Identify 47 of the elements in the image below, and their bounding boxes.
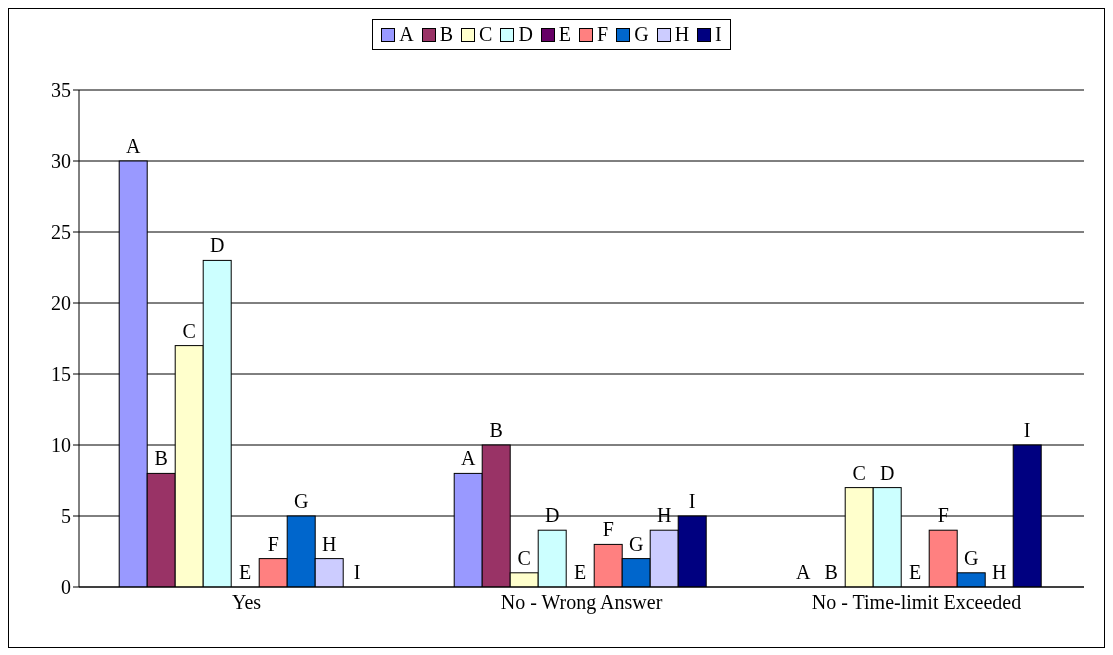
x-tick-label: No - Wrong Answer [500, 591, 663, 615]
legend-label: A [399, 23, 414, 46]
text: D [544, 504, 560, 527]
legend-label: I [715, 23, 722, 46]
y-tick-label: 25 [51, 221, 71, 244]
text: F [602, 518, 614, 541]
y-tick-label: 5 [61, 505, 71, 528]
x-tick-label: No - Time-limit Exceeded [811, 591, 1022, 614]
text: G [963, 546, 979, 569]
text: B [154, 447, 168, 470]
text: E [574, 561, 587, 583]
text: I [1023, 419, 1031, 441]
y-tick-label: 15 [51, 363, 71, 386]
text: D [209, 234, 225, 257]
text: B [489, 419, 503, 441]
text: H [991, 561, 1007, 583]
y-tick-label: 30 [51, 150, 71, 173]
legend-label: B [439, 23, 454, 46]
legend-label: C [479, 23, 493, 46]
text: H [656, 504, 672, 527]
text: E [239, 561, 252, 583]
text: G [293, 490, 309, 512]
text: B [824, 561, 838, 583]
y-tick-label: 0 [61, 576, 71, 599]
legend-label: D [518, 23, 533, 46]
text: C [517, 546, 531, 569]
text: F [937, 504, 949, 527]
text: D [879, 461, 895, 484]
y-tick-label: 20 [51, 292, 71, 315]
text: C [852, 461, 866, 484]
text: C [182, 319, 196, 342]
text: A [795, 561, 811, 583]
legend-label: E [558, 23, 572, 46]
y-tick-label: 35 [51, 79, 71, 102]
legend-label: G [634, 23, 649, 46]
text: H [321, 532, 337, 555]
text: I [688, 490, 696, 512]
legend-label: F [597, 23, 609, 46]
text: F [267, 532, 279, 555]
y-tick-label: 10 [51, 434, 71, 457]
x-tick-label: Yes [231, 591, 262, 614]
text: A [460, 447, 476, 470]
text: G [628, 532, 644, 555]
text: A [125, 135, 141, 157]
text: I [353, 561, 361, 583]
legend-label: H [674, 23, 690, 46]
text: E [909, 561, 922, 583]
